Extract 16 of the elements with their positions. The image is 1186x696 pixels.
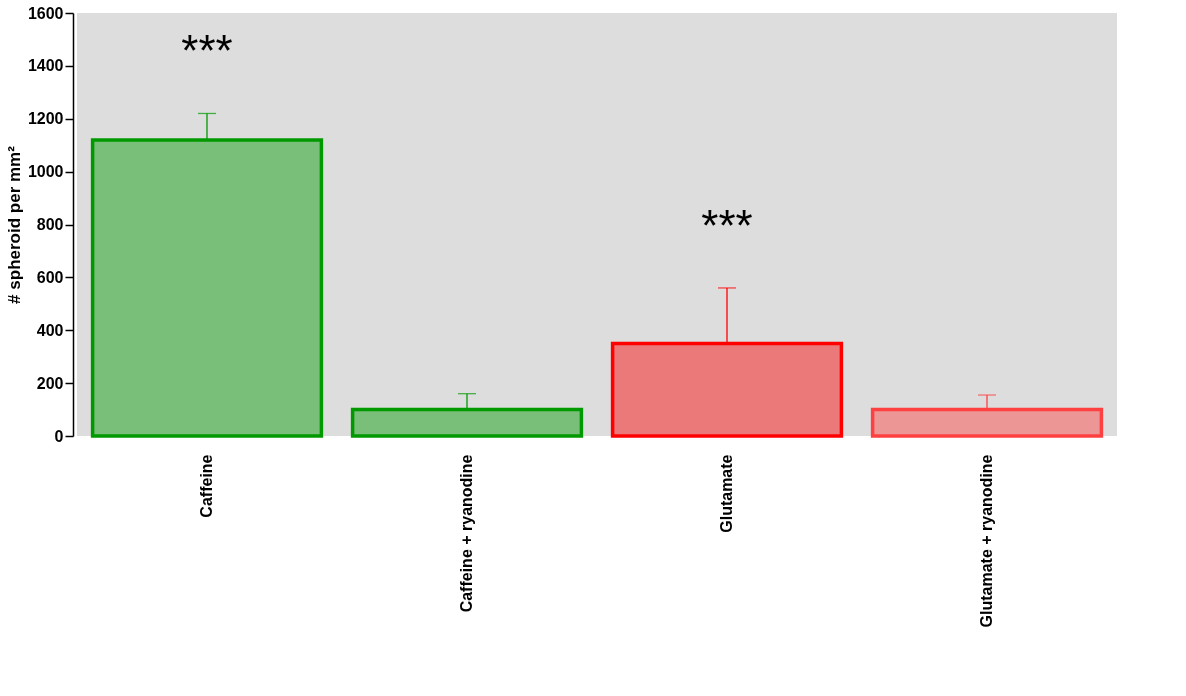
y-tick-label: 1600 xyxy=(27,4,64,22)
y-tick-label: 1400 xyxy=(27,57,64,75)
annotation: *** xyxy=(701,200,753,250)
y-tick-label: 1000 xyxy=(27,163,64,181)
y-tick-label: 200 xyxy=(36,374,64,392)
y-axis-title: # spheroid per mm² xyxy=(4,145,24,304)
x-tick-label: Glutamate + ryanodine xyxy=(978,454,995,628)
x-tick-label: Glutamate xyxy=(718,454,735,533)
y-tick-label: 800 xyxy=(36,216,64,233)
y-tick-label: 600 xyxy=(36,268,64,286)
y-tick-label: 0 xyxy=(54,427,64,445)
y-tick-label: 1200 xyxy=(27,110,64,128)
annotation: *** xyxy=(181,26,233,76)
x-tick-label: Caffeine + ryanodine xyxy=(458,454,475,613)
x-tick-label: Caffeine xyxy=(198,454,215,518)
y-tick-label: 400 xyxy=(36,321,64,339)
